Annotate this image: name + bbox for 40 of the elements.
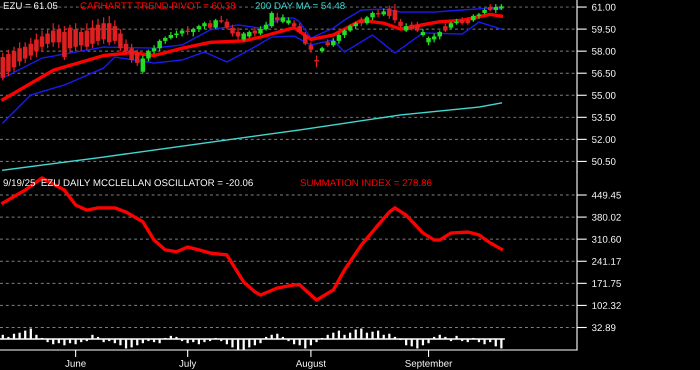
candlestick <box>185 26 190 36</box>
y-tick-label: 53.50 <box>592 114 616 121</box>
x-tick-label: September <box>405 360 452 369</box>
y-tick-label: 449.45 <box>592 192 621 199</box>
text: 200 DAY MA = 54.48 <box>255 2 345 10</box>
line-series <box>1 176 504 302</box>
x-tick-label: July <box>179 360 196 369</box>
line-series <box>1 12 504 102</box>
y-tick-label: 59.50 <box>592 26 616 33</box>
y-tick-label: 58.00 <box>592 48 616 55</box>
candlestick <box>224 18 230 30</box>
y-tick-label: 171.75 <box>592 280 621 287</box>
candlestick <box>297 22 302 34</box>
y-tick-label: 52.00 <box>592 136 616 143</box>
y-tick-label: 32.89 <box>592 324 616 332</box>
x-tick-label: June <box>65 360 86 367</box>
text: SUMMATION INDEX = 278.86 <box>300 179 432 186</box>
line-series <box>2 102 502 171</box>
y-tick-label: 380.02 <box>592 214 621 221</box>
candlestick <box>308 42 314 54</box>
y-tick-label: 56.50 <box>592 70 616 77</box>
line-series <box>2 21 502 124</box>
candlestick <box>314 54 319 68</box>
y-tick-label: 55.00 <box>592 92 616 99</box>
y-tick-label: 102.32 <box>592 302 621 310</box>
chart-title: EZU = 61.05 <box>4 2 58 10</box>
y-tick-label: 50.50 <box>592 158 616 166</box>
candlestick <box>336 32 342 44</box>
y-tick-label: 61.00 <box>592 4 616 11</box>
text: CARHARTT TREND PIVOT = 60.38 <box>80 2 236 10</box>
candlestick <box>376 9 380 18</box>
candlestick <box>157 38 162 52</box>
candlestick <box>140 54 146 74</box>
x-tick-label: August <box>296 360 326 369</box>
candlestick <box>213 18 218 30</box>
candlestick <box>275 12 280 24</box>
y-tick-label: 310.60 <box>592 236 621 243</box>
candlestick <box>146 49 151 62</box>
candlestick <box>303 31 308 46</box>
y-tick-label: 241.17 <box>592 258 621 265</box>
